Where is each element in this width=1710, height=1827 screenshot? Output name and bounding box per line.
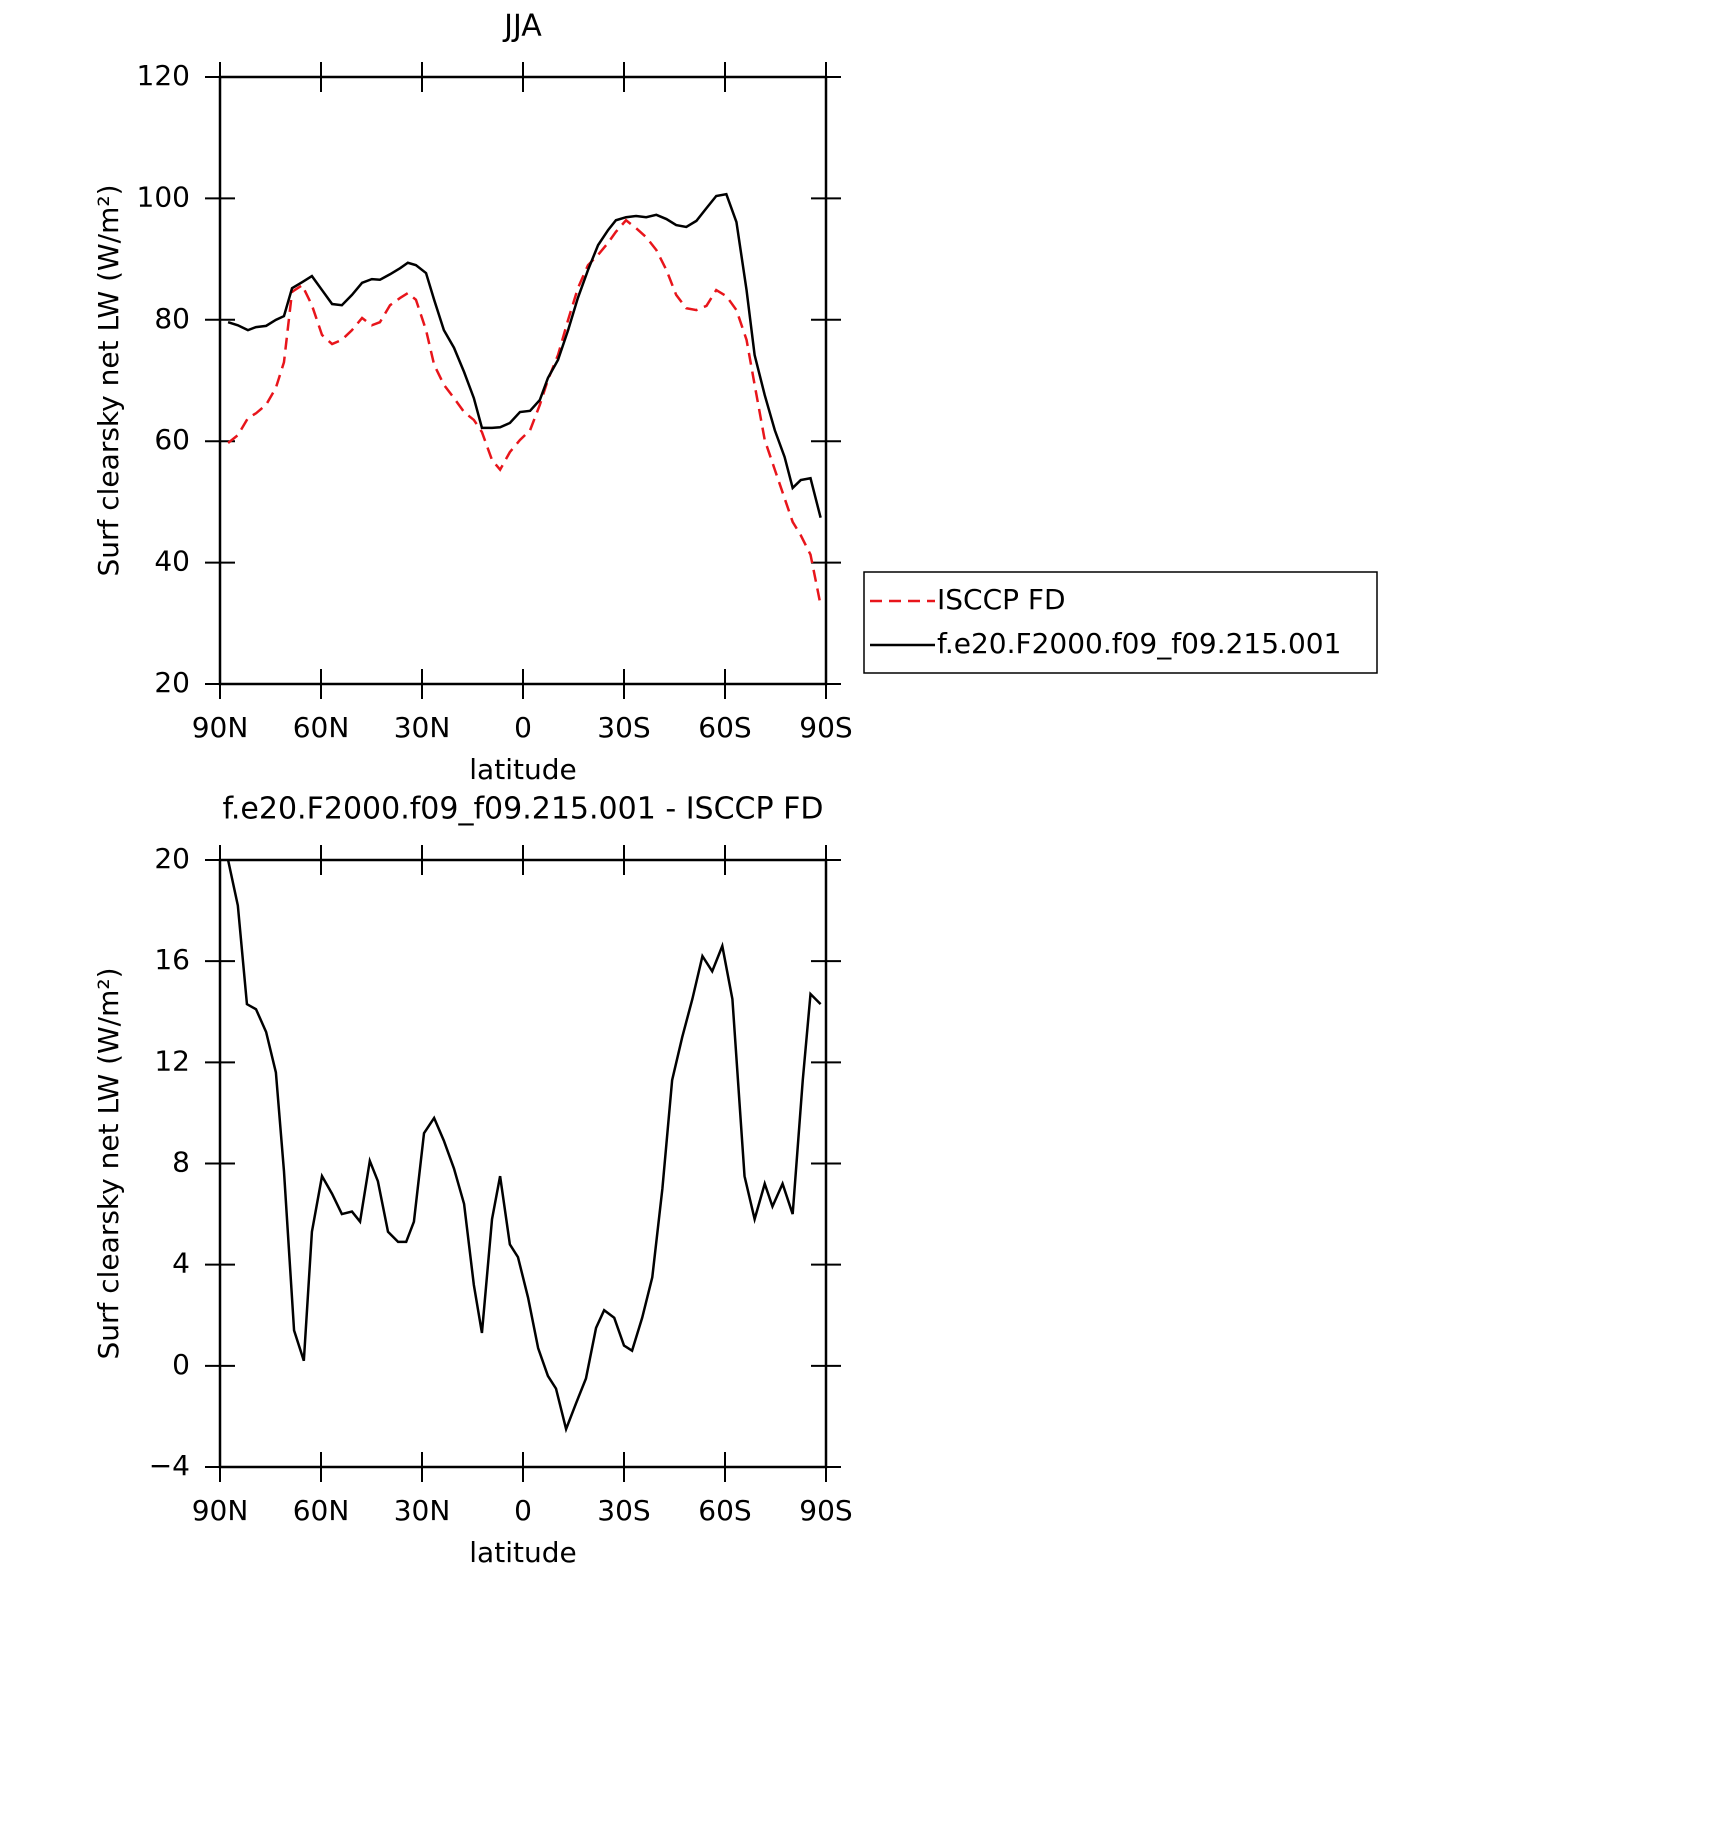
y-tick-label: 120 bbox=[137, 59, 190, 92]
y-tick-label: 100 bbox=[137, 180, 190, 213]
data-line bbox=[227, 218, 822, 606]
x-tick-label: 0 bbox=[514, 711, 532, 744]
x-tick-label: 90N bbox=[192, 711, 249, 744]
legend-box bbox=[863, 571, 1378, 674]
y-tick-label: −4 bbox=[149, 1449, 190, 1482]
y-tick-label: 12 bbox=[154, 1044, 190, 1077]
x-axis-label: latitude bbox=[469, 1536, 576, 1569]
data-line bbox=[227, 192, 822, 518]
x-axis-label: latitude bbox=[469, 753, 576, 786]
chart-title: f.e20.F2000.f09_f09.215.001 - ISCCP FD bbox=[223, 792, 824, 827]
x-tick-label: 90S bbox=[799, 711, 852, 744]
y-tick-label: 20 bbox=[154, 666, 190, 699]
legend-label: f.e20.F2000.f09_f09.215.001 bbox=[937, 627, 1341, 660]
x-tick-label: 60S bbox=[698, 1494, 751, 1527]
plot-frame bbox=[218, 858, 828, 1469]
x-tick-label: 30N bbox=[394, 1494, 451, 1527]
x-tick-label: 30N bbox=[394, 711, 451, 744]
x-tick-label: 60N bbox=[293, 711, 350, 744]
y-tick-label: 0 bbox=[172, 1348, 190, 1381]
x-tick-label: 0 bbox=[514, 1494, 532, 1527]
legend-label: ISCCP FD bbox=[937, 583, 1066, 616]
y-tick-label: 60 bbox=[154, 423, 190, 456]
x-tick-label: 60N bbox=[293, 1494, 350, 1527]
x-tick-label: 90N bbox=[192, 1494, 249, 1527]
y-tick-label: 16 bbox=[154, 943, 190, 976]
x-tick-label: 30S bbox=[597, 1494, 650, 1527]
x-tick-label: 60S bbox=[698, 711, 751, 744]
x-tick-label: 30S bbox=[597, 711, 650, 744]
y-axis-label: Surf clearsky net LW (W/m²) bbox=[92, 967, 125, 1359]
y-tick-label: 4 bbox=[172, 1247, 190, 1280]
chart-title: JJA bbox=[502, 9, 542, 44]
x-tick-label: 90S bbox=[799, 1494, 852, 1527]
y-tick-label: 20 bbox=[154, 842, 190, 875]
y-tick-label: 8 bbox=[172, 1146, 190, 1179]
y-tick-label: 80 bbox=[154, 302, 190, 335]
plot-frame bbox=[218, 75, 828, 686]
y-tick-label: 40 bbox=[154, 545, 190, 578]
data-line bbox=[226, 859, 822, 1434]
y-axis-label: Surf clearsky net LW (W/m²) bbox=[92, 184, 125, 576]
